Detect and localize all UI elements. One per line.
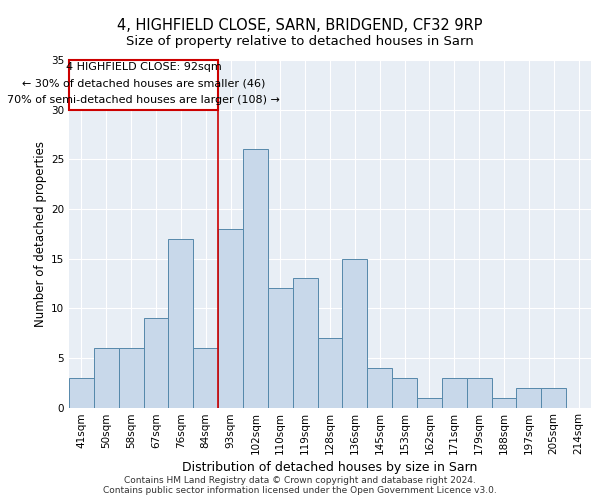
Bar: [367, 368, 392, 408]
Bar: [442, 378, 467, 408]
Bar: [143, 318, 169, 408]
Bar: [317, 338, 343, 407]
Bar: [243, 150, 268, 408]
Bar: [417, 398, 442, 407]
Text: 70% of semi-detached houses are larger (108) →: 70% of semi-detached houses are larger (…: [7, 95, 280, 105]
Y-axis label: Number of detached properties: Number of detached properties: [34, 141, 47, 327]
Bar: [467, 378, 491, 408]
Bar: [69, 378, 94, 408]
Bar: [517, 388, 541, 407]
Bar: [218, 229, 243, 408]
Text: Contains HM Land Registry data © Crown copyright and database right 2024.: Contains HM Land Registry data © Crown c…: [124, 476, 476, 485]
X-axis label: Distribution of detached houses by size in Sarn: Distribution of detached houses by size …: [182, 462, 478, 474]
Bar: [169, 238, 193, 408]
Bar: [268, 288, 293, 408]
Text: 4, HIGHFIELD CLOSE, SARN, BRIDGEND, CF32 9RP: 4, HIGHFIELD CLOSE, SARN, BRIDGEND, CF32…: [117, 18, 483, 32]
Text: ← 30% of detached houses are smaller (46): ← 30% of detached houses are smaller (46…: [22, 78, 265, 88]
Bar: [392, 378, 417, 408]
Bar: [491, 398, 517, 407]
Bar: [193, 348, 218, 408]
Bar: [343, 258, 367, 408]
Bar: [119, 348, 143, 408]
Text: Size of property relative to detached houses in Sarn: Size of property relative to detached ho…: [126, 35, 474, 48]
Bar: [69, 60, 218, 110]
Text: 4 HIGHFIELD CLOSE: 92sqm: 4 HIGHFIELD CLOSE: 92sqm: [65, 62, 221, 72]
Bar: [94, 348, 119, 408]
Bar: [293, 278, 317, 407]
Text: Contains public sector information licensed under the Open Government Licence v3: Contains public sector information licen…: [103, 486, 497, 495]
Bar: [541, 388, 566, 407]
